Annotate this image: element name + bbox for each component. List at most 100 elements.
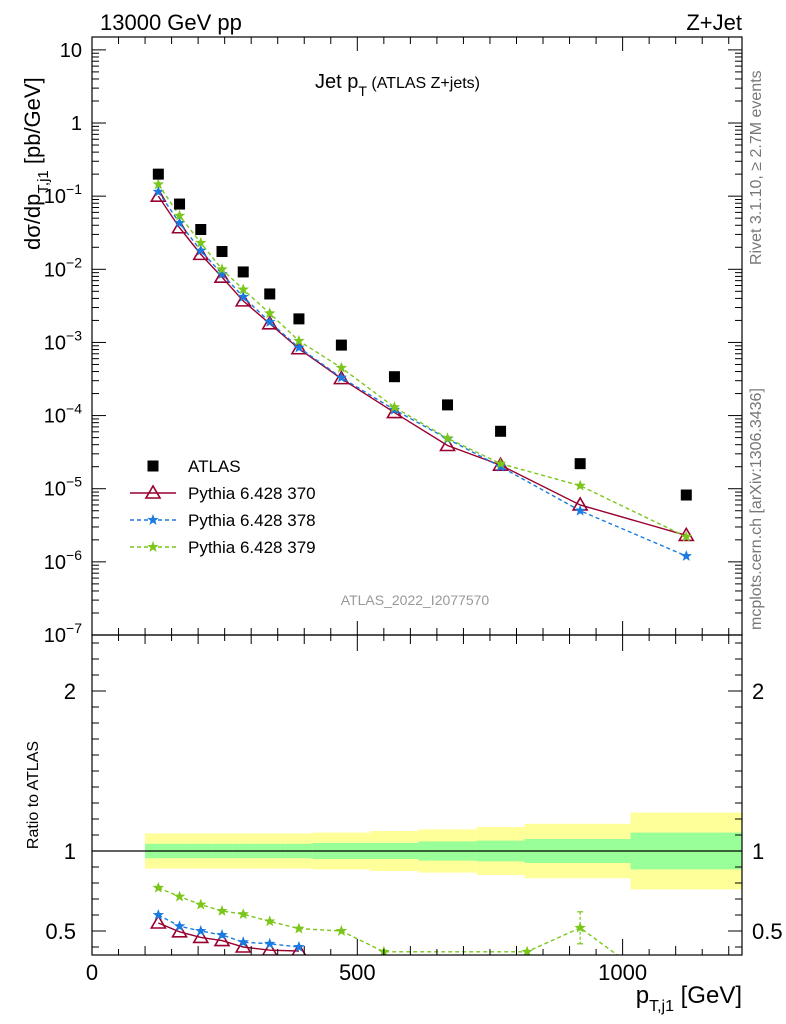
header-right: Z+Jet xyxy=(686,10,742,35)
ratio-point xyxy=(195,898,207,910)
data-point xyxy=(680,489,692,501)
main-panel: 10−7 10−6 10−5 10−4 10−3 10−2 10−1 1 10 dσ/dpT,j1… xyxy=(20,36,743,647)
ratio-point xyxy=(216,905,228,916)
ratio-point xyxy=(521,945,533,955)
data-point xyxy=(264,288,276,300)
legend-marker xyxy=(147,541,159,552)
y-tick-label: 10−2 xyxy=(44,254,82,281)
data-point xyxy=(680,550,692,561)
data-point xyxy=(441,432,454,444)
data-point xyxy=(237,290,249,302)
ratio-y-tick-label-right: 1 xyxy=(752,839,764,864)
ratio-point xyxy=(171,923,188,938)
legend-label: ATLAS xyxy=(188,457,241,476)
ratio-series-line xyxy=(158,887,619,955)
ratio-point xyxy=(213,932,231,947)
ratio-point xyxy=(152,881,165,893)
ratio-series-line xyxy=(158,922,299,952)
data-point xyxy=(261,315,279,330)
ratio-y-tick-label-right: 2 xyxy=(752,679,764,704)
data-point xyxy=(173,209,186,221)
data-point xyxy=(574,504,586,516)
ratio-y-tick-label: 1 xyxy=(64,839,76,864)
y-tick-label: 10 xyxy=(60,40,82,62)
ratio-point xyxy=(173,890,186,902)
ratio-point xyxy=(192,928,210,944)
ratio-point xyxy=(264,937,276,949)
data-point xyxy=(495,425,507,437)
data-point xyxy=(335,339,347,351)
x-tick-label: 500 xyxy=(339,960,376,985)
data-point xyxy=(152,178,165,190)
x-axis-label: pT,j1 [GeV] xyxy=(636,982,742,1015)
ratio-content xyxy=(92,812,742,955)
data-point xyxy=(237,283,249,295)
plot-title: Jet pT (ATLAS Z+jets) xyxy=(315,71,480,99)
data-point xyxy=(388,401,401,413)
data-point xyxy=(335,361,348,373)
data-point xyxy=(680,530,692,542)
header-left: 13000 GeV pp xyxy=(100,10,242,35)
data-point xyxy=(152,168,164,180)
data-point xyxy=(293,334,305,346)
legend-marker xyxy=(147,514,159,525)
data-point xyxy=(332,370,350,385)
legend-label: Pythia 6.428 370 xyxy=(188,484,316,503)
ratio-point xyxy=(237,908,249,920)
ratio-y-tick-label: 0.5 xyxy=(45,919,76,944)
ratio-point xyxy=(293,941,305,952)
ratio-point xyxy=(152,909,165,920)
ratio-point xyxy=(293,922,305,934)
ratio-point xyxy=(291,942,307,955)
y-tick-label: 10−6 xyxy=(44,547,82,574)
legend-label: Pythia 6.428 379 xyxy=(188,538,316,557)
y-tick-label: 10−5 xyxy=(44,474,82,501)
data-point xyxy=(174,198,186,210)
ratio-y-label: Ratio to ATLAS xyxy=(25,741,42,849)
data-point xyxy=(195,224,207,236)
data-point xyxy=(216,268,228,279)
x-tick-label: 1000 xyxy=(598,960,647,985)
ratio-panel: 0.5 0.5 1 1 2 2 0 500 1000 Ratio to ATLAS pT,j1 [G… xyxy=(25,634,783,1015)
mcplots-label: mcplots.cern.ch [arXiv:1306.3436] xyxy=(748,388,765,630)
data-point xyxy=(237,266,249,278)
data-point xyxy=(152,185,165,197)
ratio-point xyxy=(234,938,252,953)
data-point xyxy=(290,340,308,355)
x-tick-label: 0 xyxy=(86,960,98,985)
ratio-point xyxy=(261,941,278,955)
legend-marker xyxy=(147,460,159,472)
data-point xyxy=(173,216,186,228)
y-tick-label: 10−1 xyxy=(44,181,82,208)
data-point xyxy=(388,371,400,383)
ratio-point xyxy=(173,920,186,932)
data-point xyxy=(216,263,228,275)
y-tick-label: 10−3 xyxy=(44,327,82,354)
ratio-point xyxy=(216,929,228,940)
data-point xyxy=(574,458,586,470)
ratio-y-tick-label-right: 0.5 xyxy=(752,919,783,944)
ratio-point xyxy=(335,925,348,936)
data-point xyxy=(264,316,276,327)
y-tick-label: 1 xyxy=(71,113,82,135)
legend-marker xyxy=(144,484,162,499)
data-point xyxy=(293,341,305,353)
ratio-point xyxy=(149,914,167,929)
ratio-y-tick-label: 2 xyxy=(64,679,76,704)
ratio-point xyxy=(195,925,207,936)
data-point xyxy=(216,246,228,258)
y-tick-label: 10−4 xyxy=(44,401,82,428)
data-point xyxy=(264,307,276,319)
data-point xyxy=(335,371,348,383)
y-tick-label: 10−7 xyxy=(44,620,82,647)
data-point xyxy=(149,187,167,202)
data-point xyxy=(494,457,507,469)
ratio-point xyxy=(574,921,586,933)
data-point xyxy=(293,313,305,325)
legend-label: Pythia 6.428 378 xyxy=(188,511,316,530)
ratio-point xyxy=(237,936,249,948)
ratio-frame xyxy=(91,634,743,956)
y-axis-label: dσ/dpT,j1 [pb/GeV] xyxy=(20,77,52,250)
data-point xyxy=(386,403,403,419)
